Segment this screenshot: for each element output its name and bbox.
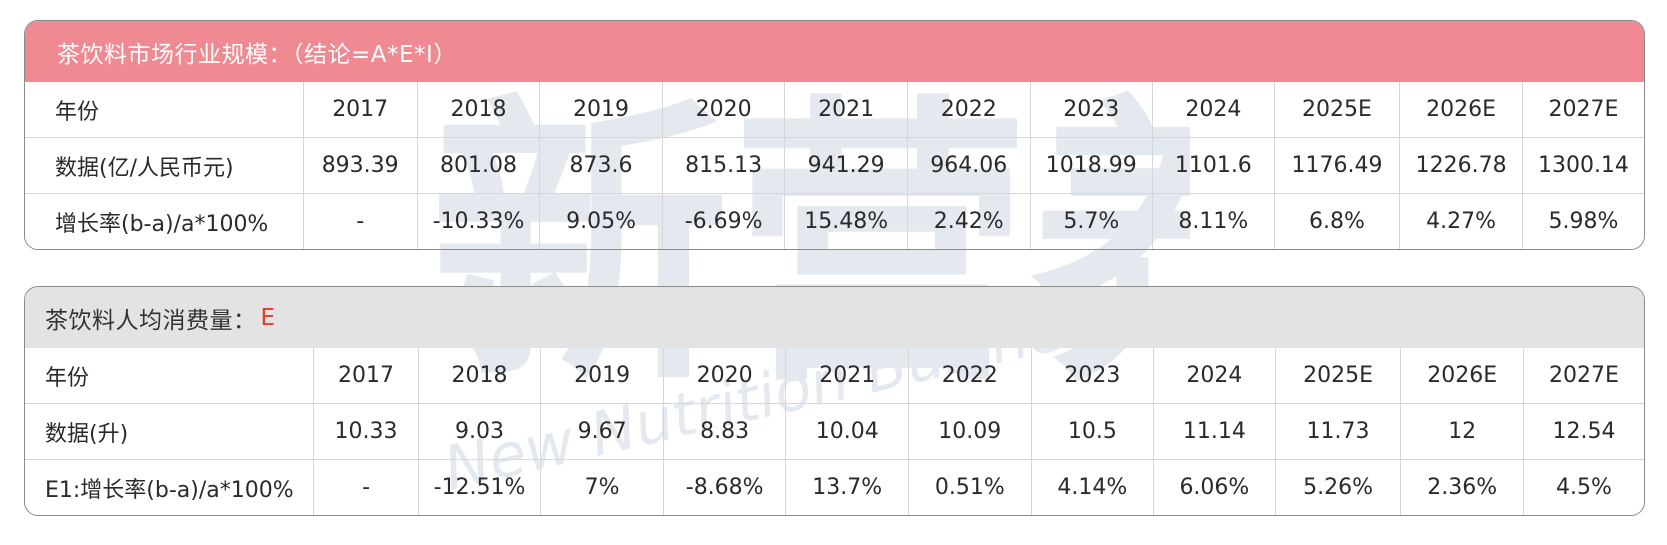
table-cell: 801.08 bbox=[417, 137, 541, 194]
market-size-table: 年份 2017 2018 2019 2020 2021 2022 2023 20… bbox=[25, 82, 1644, 249]
row-label: 年份 bbox=[25, 82, 304, 138]
table-cell: 2026E bbox=[1399, 82, 1523, 138]
table-cell: -8.68% bbox=[663, 459, 787, 515]
table-cell: 10.5 bbox=[1031, 403, 1155, 460]
row-label: 年份 bbox=[25, 348, 315, 404]
table-cell: 2018 bbox=[418, 348, 542, 404]
table-cell: 4.27% bbox=[1399, 193, 1523, 249]
table-cell: 2019 bbox=[540, 348, 664, 404]
table-cell: 0.51% bbox=[908, 459, 1032, 515]
table-cell: 2024 bbox=[1152, 82, 1275, 138]
table-cell: 2022 bbox=[908, 348, 1032, 404]
table-cell: 9.67 bbox=[540, 403, 664, 460]
market-size-card: 茶饮料市场行业规模：（结论=A*E*I） 年份 2017 2018 2019 2… bbox=[24, 20, 1645, 250]
table-cell: 8.11% bbox=[1152, 193, 1275, 249]
table-cell: 2027E bbox=[1548, 97, 1619, 122]
table-cell: 2024 bbox=[1153, 348, 1276, 404]
table-cell: 893.39 bbox=[303, 137, 418, 194]
table-cell: 12.54 bbox=[1523, 403, 1644, 460]
table-cell: 10.33 bbox=[313, 403, 419, 460]
table-cell: 2018 bbox=[417, 82, 541, 138]
table-cell: 4.5% bbox=[1523, 459, 1644, 515]
per-capita-title: 茶饮料人均消费量： bbox=[45, 307, 257, 334]
table-cell: 6.8% bbox=[1274, 193, 1401, 249]
table-cell: -10.33% bbox=[417, 193, 541, 249]
table-cell: 7% bbox=[540, 459, 664, 515]
table-cell: 2023 bbox=[1030, 82, 1154, 138]
table-cell: 5.7% bbox=[1030, 193, 1154, 249]
table-cell: 5.98% bbox=[1522, 193, 1644, 249]
table-cell: 2027E bbox=[1549, 363, 1619, 388]
table-cell: - bbox=[303, 193, 418, 249]
table-cell: 5.26% bbox=[1275, 459, 1402, 515]
table-cell: 9.03 bbox=[418, 403, 542, 460]
table-cell: 2017 bbox=[303, 82, 418, 138]
table-cell: 10.04 bbox=[785, 403, 910, 460]
table-row: 年份 2017 2018 2019 2020 2021 2022 2023 20… bbox=[25, 82, 1644, 138]
table-cell: 2017 bbox=[313, 348, 419, 404]
table-cell: 2022 bbox=[907, 82, 1031, 138]
per-capita-table: 年份 2017 2018 2019 2020 2021 2022 2023 20… bbox=[25, 348, 1644, 515]
table-cell: 15.48% bbox=[784, 193, 908, 249]
table-cell: 1018.99 bbox=[1030, 137, 1154, 194]
table-cell: 2.42% bbox=[907, 193, 1031, 249]
table-cell: -6.69% bbox=[662, 193, 786, 249]
per-capita-title-highlight: E bbox=[260, 304, 276, 331]
table-cell: 815.13 bbox=[662, 137, 786, 194]
table-cell: 2025E bbox=[1275, 348, 1402, 404]
table-cell: 1300.14 bbox=[1522, 137, 1644, 194]
table-cell: 2023 bbox=[1031, 348, 1155, 404]
table-cell: 13.7% bbox=[785, 459, 910, 515]
table-cell: 11.73 bbox=[1275, 403, 1402, 460]
per-capita-header: 茶饮料人均消费量： E bbox=[25, 287, 1644, 348]
table-cell: 2026E bbox=[1400, 348, 1524, 404]
row-label: 数据(升) bbox=[25, 403, 315, 460]
table-cell: 12 bbox=[1400, 403, 1524, 460]
row-label: 数据(亿/人民币元) bbox=[25, 137, 304, 194]
table-cell: 10.09 bbox=[908, 403, 1032, 460]
table-cell: 964.06 bbox=[907, 137, 1031, 194]
table-row: E1:增长率(b-a)/a*100% - -12.51% 7% -8.68% 1… bbox=[25, 459, 1644, 515]
row-label: 增长率(b-a)/a*100% bbox=[25, 193, 304, 249]
table-cell: 873.6 bbox=[539, 137, 663, 194]
table-cell: 6.06% bbox=[1153, 459, 1276, 515]
table-row: 数据(升) 10.33 9.03 9.67 8.83 10.04 10.09 1… bbox=[25, 403, 1644, 460]
table-cell: 1226.78 bbox=[1399, 137, 1523, 194]
table-cell: 9.05% bbox=[539, 193, 663, 249]
table-cell: 2021 bbox=[785, 348, 910, 404]
table-cell: 941.29 bbox=[784, 137, 908, 194]
table-row: 年份 2017 2018 2019 2020 2021 2022 2023 20… bbox=[25, 348, 1644, 404]
table-cell: 1176.49 bbox=[1274, 137, 1401, 194]
per-capita-card: 茶饮料人均消费量： E 年份 2017 2018 2019 2020 2021 … bbox=[24, 286, 1645, 516]
table-cell: -12.51% bbox=[418, 459, 542, 515]
table-cell: 2020 bbox=[662, 82, 786, 138]
table-cell: - bbox=[313, 459, 419, 515]
watermark-registered-mark-2: ® bbox=[1120, 254, 1138, 275]
row-label: E1:增长率(b-a)/a*100% bbox=[25, 459, 315, 515]
table-cell: 2019 bbox=[539, 82, 663, 138]
table-cell: 11.14 bbox=[1153, 403, 1276, 460]
table-row: 增长率(b-a)/a*100% - -10.33% 9.05% -6.69% 1… bbox=[25, 193, 1644, 249]
table-cell: 2.36% bbox=[1400, 459, 1524, 515]
table-cell: 2021 bbox=[784, 82, 908, 138]
table-cell: 8.83 bbox=[663, 403, 787, 460]
table-row: 数据(亿/人民币元) 893.39 801.08 873.6 815.13 94… bbox=[25, 137, 1644, 194]
table-cell: 1101.6 bbox=[1152, 137, 1275, 194]
market-size-title: 茶饮料市场行业规模：（结论=A*E*I） bbox=[25, 21, 1644, 82]
table-cell: 2020 bbox=[663, 348, 787, 404]
table-cell: 4.14% bbox=[1031, 459, 1155, 515]
table-cell: 2025E bbox=[1274, 82, 1401, 138]
